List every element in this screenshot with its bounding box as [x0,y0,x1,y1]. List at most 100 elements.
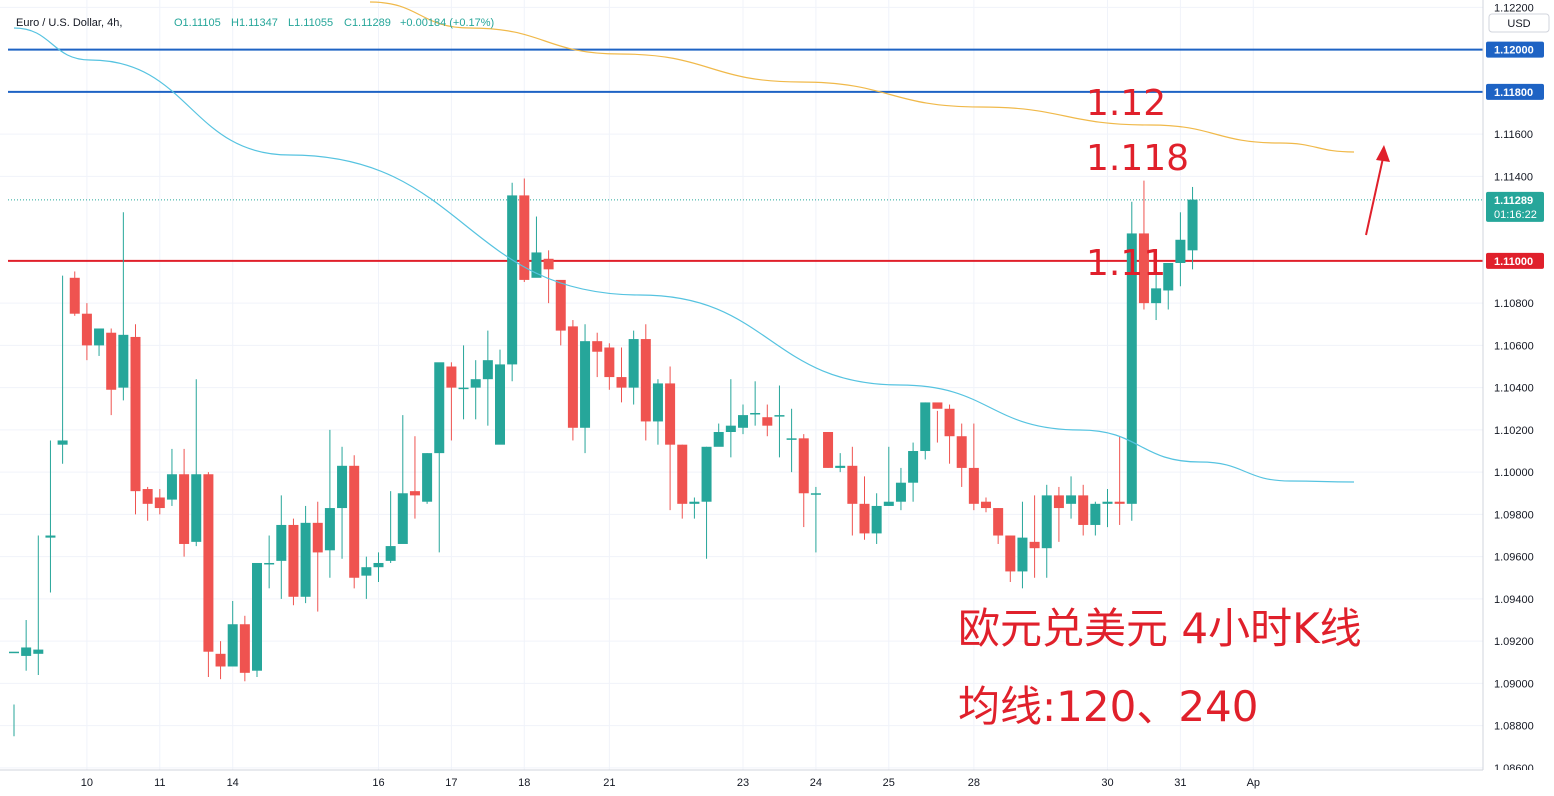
candle [21,620,32,671]
candle [179,448,190,557]
candle-body [118,334,129,388]
candle-body [373,562,384,568]
candle [883,446,894,506]
candle [628,330,639,405]
date-tick-label: 17 [445,777,457,789]
candle-body [1017,537,1028,572]
candle [45,440,56,593]
candle [361,556,372,599]
candle [798,434,809,528]
candle [750,381,761,426]
price-axis[interactable]: 1.12200 1.11600 1.11400 1.10800 1.10600 1.104… [1482,0,1554,775]
ohlc-legend: Euro / U.S. Dollar, 4h, O1.11105 H1.1134… [16,17,494,29]
candle [908,442,919,502]
candle [81,303,92,361]
candle [130,324,141,515]
candle [1187,186,1198,270]
candle-body [81,313,92,346]
candle-body [798,438,809,494]
candle-body [774,415,785,417]
candle [932,402,943,443]
price-tick-label: 1.10200 [1494,425,1534,437]
date-tick-label: 28 [968,777,980,789]
ma240-line [369,1,1355,153]
candle [835,453,846,473]
candle-body [1114,501,1125,504]
candle-body [1029,541,1040,549]
candle-body [567,326,578,428]
candle [373,552,384,582]
candle [385,491,396,563]
candle [592,332,603,378]
horizontal-levels [8,48,1483,262]
candle [1102,489,1113,528]
candle [142,486,153,521]
candle-body [604,347,615,378]
candle [166,448,177,506]
candle-body [349,465,360,578]
price-tick-label: 1.09200 [1494,636,1534,648]
candle-body [470,379,481,388]
candle [227,601,238,667]
candle [349,455,360,589]
candle-body [33,649,44,654]
date-tick-label: 23 [737,777,749,789]
candle [252,562,262,678]
price-tick-label: 1.09000 [1494,678,1534,690]
currency-button[interactable]: USD [1488,13,1550,33]
candle-body [21,647,32,656]
low-value: L1.11055 [288,17,333,29]
candle-body [227,624,238,667]
candle [458,345,469,420]
price-tick-label: 1.09600 [1494,552,1534,564]
candle-body [191,474,202,542]
candle-body [786,438,797,440]
candle-body [823,432,834,468]
candle [1029,495,1040,578]
candle-body [519,195,530,280]
candle-body [264,562,275,565]
candle [397,415,408,544]
candle [94,328,105,356]
candle [1078,484,1089,536]
candle [871,493,882,544]
candle [567,320,578,441]
svg-text:01:16:22: 01:16:22 [1494,209,1537,221]
price-tick-label: 1.10000 [1494,467,1534,479]
candle [920,402,931,460]
candle-body [750,412,761,415]
date-tick-label: 31 [1174,777,1186,789]
candle-body [701,446,712,502]
candle [57,275,68,464]
price-tick-label: 1.09800 [1494,509,1534,521]
candle [69,271,80,316]
candle [470,360,481,420]
candle [9,651,19,737]
candle [337,446,348,559]
candle-body [810,493,821,495]
ma120-line [13,27,1355,483]
candle [677,444,688,519]
candle [1126,201,1137,521]
date-tick-label: 16 [372,777,384,789]
candle-body [385,546,396,561]
candle [264,535,275,589]
candle-body [883,501,894,506]
candle [895,467,906,511]
date-axis[interactable]: 10 11 14 16 17 18 21 23 24 25 28 30 31 Ap [0,769,1554,796]
candle-body [1151,288,1162,304]
candle-body [482,360,493,380]
candle-body [652,383,663,422]
candle [531,216,542,278]
candle-body [337,465,348,509]
candle-body [944,408,955,437]
candle-body [555,279,566,331]
candle [300,505,311,604]
candle-body [397,493,408,544]
candle [276,495,287,599]
candle-body [312,522,323,553]
candle [1066,476,1077,519]
candle [616,347,627,403]
candle-body [616,377,627,388]
